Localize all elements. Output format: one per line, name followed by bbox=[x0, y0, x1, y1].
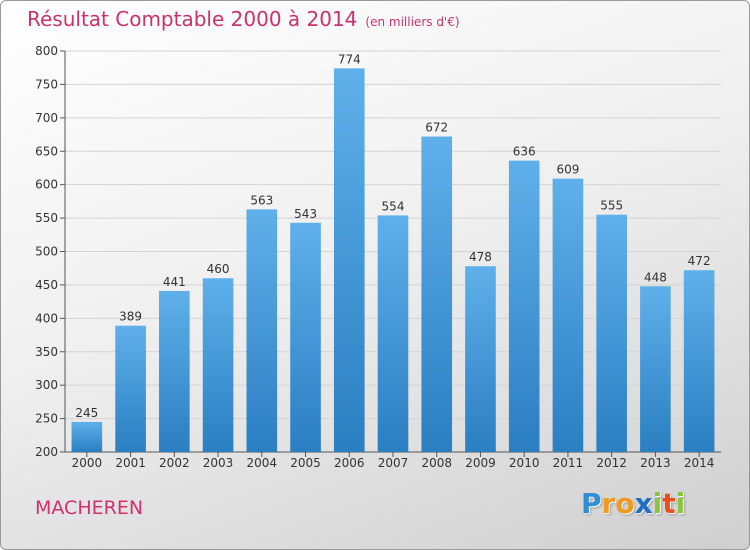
y-tick-label-800: 800 bbox=[35, 44, 58, 58]
bars bbox=[71, 68, 715, 453]
y-tick-label-350: 350 bbox=[35, 345, 58, 359]
data-label-2006: 774 bbox=[338, 52, 361, 66]
proxiti-logo: Proxiti bbox=[581, 487, 685, 520]
data-label-2013: 448 bbox=[644, 270, 667, 284]
data-label-2009: 478 bbox=[469, 250, 492, 264]
chart-title: Résultat Comptable 2000 à 2014 (en millie… bbox=[27, 7, 460, 31]
y-tick-label-600: 600 bbox=[35, 178, 58, 192]
bar-2011 bbox=[552, 178, 584, 452]
y-tick-label-750: 750 bbox=[35, 77, 58, 91]
data-label-2014: 472 bbox=[688, 254, 711, 268]
data-label-2005: 543 bbox=[294, 207, 317, 221]
x-tick-label-2001: 2001 bbox=[115, 456, 146, 470]
data-label-2008: 672 bbox=[425, 121, 448, 135]
bar-2006 bbox=[333, 68, 365, 453]
logo-letter: i bbox=[675, 487, 686, 520]
bar-2009 bbox=[465, 266, 496, 452]
data-label-2002: 441 bbox=[163, 275, 186, 289]
data-label-2012: 555 bbox=[600, 199, 623, 213]
x-tick-label-2002: 2002 bbox=[159, 456, 190, 470]
x-tick-label-2013: 2013 bbox=[640, 456, 671, 470]
x-tick-label-2003: 2003 bbox=[203, 456, 234, 470]
y-tick-label-500: 500 bbox=[35, 245, 58, 259]
y-tick-label-400: 400 bbox=[35, 311, 58, 325]
bar-2013 bbox=[640, 286, 671, 452]
y-tick-label-450: 450 bbox=[35, 278, 58, 292]
x-tick-label-2010: 2010 bbox=[509, 456, 540, 470]
logo-letter: r bbox=[601, 487, 616, 520]
y-tick-label-700: 700 bbox=[35, 111, 58, 125]
bar-2012 bbox=[596, 214, 627, 452]
axes: 200 250 300 350 400 450 500 550 600 650 700 750 800 2… bbox=[35, 44, 721, 470]
x-tick-label-2007: 2007 bbox=[378, 456, 409, 470]
y-tick-label-550: 550 bbox=[35, 211, 58, 225]
bar-2004 bbox=[246, 209, 278, 452]
logo-letter: x bbox=[634, 487, 653, 520]
bar-2000 bbox=[71, 421, 103, 452]
chart-title-text: Résultat Comptable 2000 à 2014 bbox=[27, 7, 358, 31]
bar-2014 bbox=[683, 270, 715, 452]
bar-2003 bbox=[202, 278, 234, 452]
y-tick-label-650: 650 bbox=[35, 144, 58, 158]
x-tick-label-2005: 2005 bbox=[290, 456, 321, 470]
logo-letter: t bbox=[662, 487, 676, 520]
data-label-2000: 245 bbox=[75, 406, 98, 420]
place-name: MACHEREN bbox=[35, 497, 144, 519]
x-tick-label-2014: 2014 bbox=[684, 456, 715, 470]
bar-2010 bbox=[508, 160, 540, 452]
x-tick-label-2004: 2004 bbox=[247, 456, 278, 470]
bar-2005 bbox=[290, 222, 321, 452]
value-labels: 245 389 441 460 563 543 774 554 672 478 636 609 555 4… bbox=[75, 52, 710, 420]
data-label-2001: 389 bbox=[119, 310, 142, 324]
data-label-2007: 554 bbox=[382, 199, 405, 213]
y-tick-label-250: 250 bbox=[35, 412, 58, 426]
y-tick-label-200: 200 bbox=[35, 445, 58, 459]
data-label-2010: 636 bbox=[513, 145, 536, 159]
logo-letter: i bbox=[652, 487, 663, 520]
data-label-2003: 460 bbox=[207, 262, 230, 276]
x-tick-label-2008: 2008 bbox=[421, 456, 452, 470]
data-label-2004: 563 bbox=[250, 193, 273, 207]
logo-letter: P bbox=[581, 487, 602, 520]
x-tick-label-2006: 2006 bbox=[334, 456, 365, 470]
x-tick-label-2011: 2011 bbox=[553, 456, 584, 470]
y-tick-label-300: 300 bbox=[35, 378, 58, 392]
bar-2007 bbox=[377, 215, 409, 452]
chart-subtitle: (en milliers d'€) bbox=[365, 15, 460, 29]
bar-2008 bbox=[421, 136, 453, 452]
bar-2002 bbox=[159, 290, 190, 452]
x-tick-label-2012: 2012 bbox=[596, 456, 627, 470]
x-tick-label-2000: 2000 bbox=[72, 456, 103, 470]
logo-letter: o bbox=[615, 487, 635, 520]
x-tick-label-2009: 2009 bbox=[465, 456, 496, 470]
bar-2001 bbox=[115, 325, 146, 452]
data-label-2011: 609 bbox=[556, 163, 579, 177]
